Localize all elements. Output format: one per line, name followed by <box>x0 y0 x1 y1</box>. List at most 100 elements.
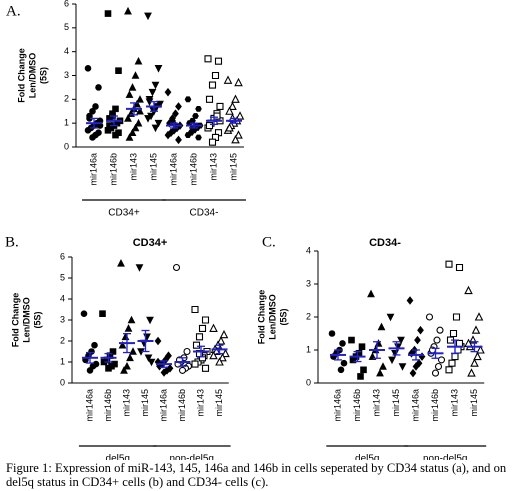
data-point <box>425 313 434 321</box>
data-point <box>124 6 132 15</box>
data-point <box>131 71 140 79</box>
data-point <box>358 343 366 350</box>
data-point <box>126 353 134 362</box>
data-point <box>209 323 218 332</box>
data-point <box>104 10 112 17</box>
x-tick-label: mir146b <box>108 153 118 186</box>
panel-label: B. <box>5 234 19 250</box>
x-tick-label: mir146b <box>188 153 198 186</box>
data-point <box>201 316 210 324</box>
data-point <box>436 326 444 334</box>
data-point <box>164 87 172 97</box>
data-point <box>124 324 133 332</box>
data-point <box>437 356 446 364</box>
data-point <box>151 124 160 133</box>
data-point <box>151 81 160 90</box>
y-tick-label: 5 <box>60 272 65 282</box>
data-point <box>205 122 214 130</box>
data-point <box>91 341 98 349</box>
data-point <box>215 357 224 366</box>
y-tick-label: 2 <box>306 311 311 321</box>
data-point <box>205 95 214 103</box>
data-point <box>340 359 348 367</box>
data-point <box>225 123 234 132</box>
data-point <box>357 373 364 380</box>
x-tick-label: mir143 <box>371 389 381 417</box>
data-point <box>135 264 144 272</box>
x-tick-label: mir146a <box>168 153 178 186</box>
data-point <box>134 118 143 127</box>
data-point <box>376 368 384 377</box>
data-point <box>120 366 128 374</box>
data-point <box>133 99 141 108</box>
data-point <box>214 57 223 65</box>
x-tick-label: mir145 <box>469 389 479 417</box>
data-point <box>339 340 346 347</box>
data-point <box>218 352 227 362</box>
x-tick-label: mir146a <box>332 389 342 422</box>
data-point <box>448 359 456 367</box>
x-tick-label: mir146a <box>158 389 168 422</box>
data-point <box>374 339 383 347</box>
data-point <box>192 113 199 119</box>
data-point <box>391 350 399 358</box>
y-axis-label: Fold Change <box>16 48 26 103</box>
data-point <box>467 368 476 377</box>
data-point <box>164 130 172 140</box>
data-point <box>154 119 163 128</box>
data-point <box>131 123 140 132</box>
data-point <box>367 289 375 298</box>
y-tick-label: 0 <box>64 141 69 151</box>
data-point <box>201 364 210 372</box>
data-point <box>95 84 102 91</box>
data-point <box>125 90 134 98</box>
data-point <box>143 333 151 342</box>
data-point <box>80 310 88 318</box>
data-point <box>446 336 455 344</box>
x-tick-label: mir143 <box>195 389 205 417</box>
y-tick-label: 1 <box>306 344 311 354</box>
x-tick-label: mir143 <box>208 153 218 181</box>
x-tick-label: mir145 <box>228 153 238 181</box>
data-point <box>445 366 453 374</box>
y-axis-label: (5S) <box>32 311 42 328</box>
data-point <box>398 363 407 371</box>
group-label: del5q <box>355 454 379 460</box>
data-point <box>228 101 237 111</box>
data-point <box>406 296 414 305</box>
data-point <box>219 329 229 339</box>
panel-label: A. <box>6 3 21 19</box>
group-label: del5q <box>106 454 130 460</box>
y-tick-label: 6 <box>60 251 65 261</box>
data-point <box>455 339 464 347</box>
data-point <box>167 128 175 137</box>
data-point <box>106 122 113 129</box>
data-point <box>184 96 192 103</box>
y-axis-label: (5S) <box>38 67 48 84</box>
data-point <box>337 366 345 374</box>
x-tick-label: mir146a <box>88 153 98 186</box>
data-point <box>172 109 179 118</box>
caption: Figure 1: Expression of miR-143, 145, 14… <box>6 461 507 489</box>
data-point <box>452 313 461 321</box>
y-tick-label: 0 <box>306 377 311 387</box>
data-point <box>84 65 92 72</box>
data-point <box>216 102 224 111</box>
y-tick-label: 2 <box>60 335 65 345</box>
data-point <box>433 336 441 344</box>
data-point <box>208 138 217 146</box>
data-point <box>397 336 405 345</box>
y-tick-label: 3 <box>60 314 65 324</box>
data-point <box>348 336 355 344</box>
data-point <box>144 115 152 123</box>
data-point <box>212 346 221 356</box>
data-point <box>148 88 157 97</box>
x-tick-label: mir146b <box>177 389 187 422</box>
data-point <box>451 353 459 361</box>
data-point <box>221 348 230 358</box>
data-point <box>204 55 212 63</box>
data-point <box>431 369 440 377</box>
data-point <box>408 349 415 358</box>
data-point <box>125 133 134 141</box>
